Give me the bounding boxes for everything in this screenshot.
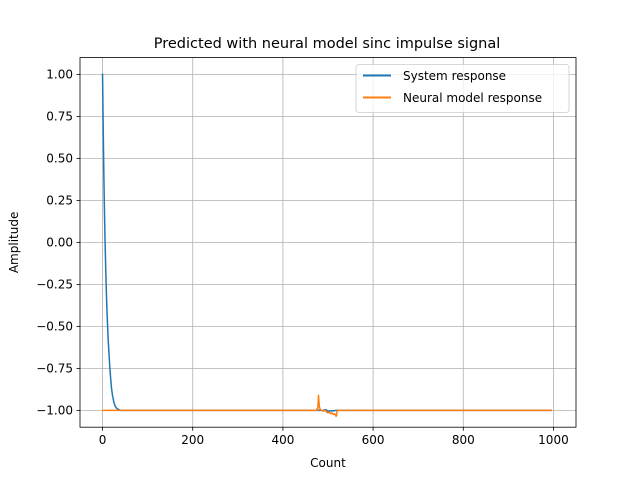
- y-tick-label: 1.00: [46, 68, 73, 82]
- y-tick-label: 0.50: [46, 152, 73, 166]
- y-axis-ticks: −1.00 −0.75 −0.50 −0.25 0.00 0.25 0.50 0.75 1.00: [36, 68, 80, 418]
- series-line-neural-model-response: [101, 394, 552, 418]
- legend-label-neural-model-response: Neural model response: [403, 91, 542, 105]
- x-axis-label: Count: [310, 456, 346, 470]
- x-tick-label: 600: [362, 433, 385, 447]
- x-tick-label: 1000: [538, 433, 569, 447]
- legend-box: [355, 64, 570, 113]
- legend-label-system-response: System response: [403, 69, 506, 83]
- y-tick-label: 0.00: [46, 236, 73, 250]
- x-axis-ticks: 0 200 400 600 800 1000: [99, 427, 569, 447]
- legend: System response Neural model response: [355, 64, 570, 113]
- x-tick-label: 200: [181, 433, 204, 447]
- x-tick-label: 800: [452, 433, 475, 447]
- grid-lines: [80, 57, 576, 428]
- y-tick-label: −0.50: [36, 320, 73, 334]
- y-tick-label: −1.00: [36, 404, 73, 418]
- y-tick-label: −0.25: [36, 278, 73, 292]
- y-tick-label: −0.75: [36, 362, 73, 376]
- y-tick-label: 0.75: [46, 110, 73, 124]
- y-tick-label: 0.25: [46, 194, 73, 208]
- y-axis-label: Amplitude: [7, 212, 21, 274]
- series-lines: [101, 73, 552, 418]
- x-tick-label: 0: [99, 433, 107, 447]
- chart-title: Predicted with neural model sinc impulse…: [154, 36, 501, 52]
- x-tick-label: 400: [271, 433, 294, 447]
